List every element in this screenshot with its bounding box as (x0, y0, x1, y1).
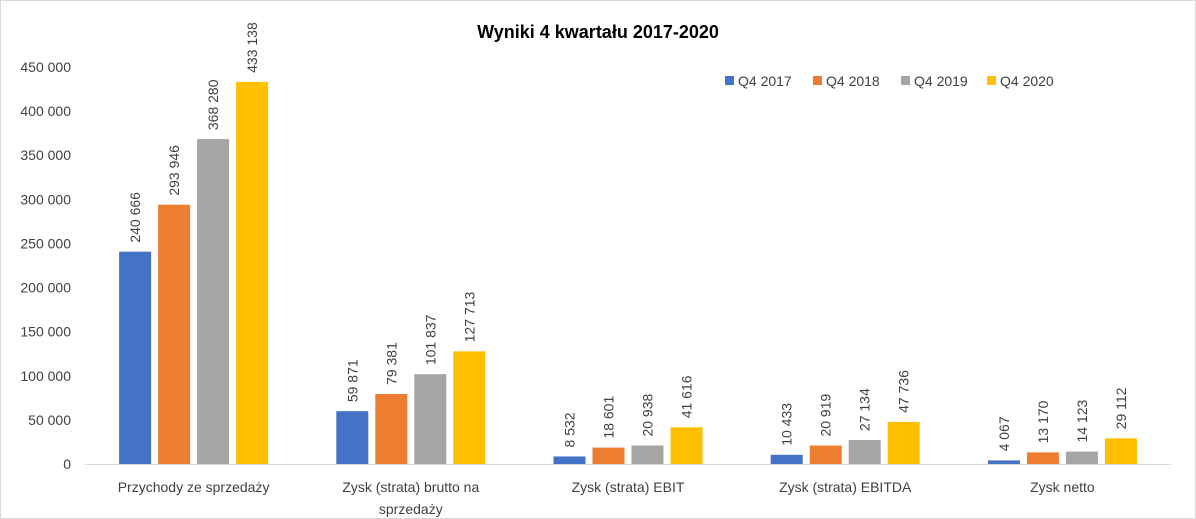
bar (1065, 451, 1098, 464)
data-label: 101 837 (422, 314, 438, 365)
y-tick-label: 300 000 (20, 191, 71, 207)
y-tick-label: 200 000 (20, 280, 71, 296)
data-label: 8 532 (562, 412, 578, 447)
y-tick-label: 450 000 (20, 59, 71, 75)
data-label: 433 138 (244, 22, 260, 73)
data-labels: 240 666 293 946 368 280 433 138 59 871 79 381… (127, 22, 1129, 451)
bar (375, 393, 408, 464)
category-label: Przychody ze sprzedaży (118, 479, 270, 495)
legend-label: Q4 2017 (738, 73, 792, 89)
bar (336, 411, 369, 464)
data-label: 41 616 (679, 375, 695, 418)
data-label: 240 666 (127, 192, 143, 243)
bar (592, 447, 625, 464)
bar (887, 421, 920, 464)
y-tick-label: 50 000 (28, 412, 71, 428)
bars (119, 81, 1137, 464)
data-label: 79 381 (383, 342, 399, 385)
bar (631, 445, 664, 464)
data-label: 47 736 (896, 370, 912, 413)
legend-label: Q4 2018 (826, 73, 880, 89)
data-label: 4 067 (996, 416, 1012, 451)
category-label: Zysk (strata) brutto na (342, 479, 479, 495)
y-tick-label: 400 000 (20, 103, 71, 119)
bar (119, 251, 152, 464)
legend-swatch (813, 76, 822, 85)
category-label: sprzedaży (379, 501, 443, 517)
bar (1104, 438, 1137, 464)
legend-label: Q4 2020 (1000, 73, 1054, 89)
data-label: 29 112 (1113, 387, 1129, 429)
data-label: 13 170 (1035, 400, 1051, 443)
bar (670, 427, 703, 464)
bar (1026, 452, 1059, 464)
bar (453, 351, 486, 464)
bar (553, 456, 586, 464)
legend-swatch (987, 76, 996, 85)
y-tick-label: 100 000 (20, 368, 71, 384)
category-label: Zysk (strata) EBITDA (779, 479, 912, 495)
bar (197, 139, 230, 464)
bar (809, 445, 842, 464)
y-tick-label: 0 (63, 456, 71, 472)
y-axis: 0 50 000 100 000 150 000 200 000 250 000 300 0… (20, 59, 71, 472)
legend: Q4 2017 Q4 2018 Q4 2019 Q4 2020 (725, 73, 1054, 89)
bar (848, 440, 881, 464)
bar (414, 374, 447, 464)
chart-title: Wyniki 4 kwartału 2017-2020 (477, 22, 719, 42)
x-axis: Przychody ze sprzedaży Zysk (strata) brut… (85, 464, 1171, 517)
data-label: 59 871 (344, 359, 360, 402)
bar (158, 204, 191, 464)
data-label: 20 919 (818, 394, 834, 437)
data-label: 368 280 (205, 79, 221, 130)
data-label: 18 601 (601, 396, 617, 439)
y-tick-label: 350 000 (20, 147, 71, 163)
legend-swatch (725, 76, 734, 85)
data-label: 293 946 (166, 145, 182, 196)
data-label: 20 938 (640, 393, 656, 436)
data-label: 27 134 (857, 388, 873, 431)
category-label: Zysk (strata) EBIT (572, 479, 685, 495)
data-label: 127 713 (461, 292, 477, 343)
legend-label: Q4 2019 (914, 73, 968, 89)
data-label: 10 433 (779, 403, 795, 446)
y-tick-label: 250 000 (20, 235, 71, 251)
bar (770, 454, 803, 464)
bar (236, 81, 269, 464)
y-tick-label: 150 000 (20, 324, 71, 340)
category-label: Zysk netto (1030, 479, 1095, 495)
bar (987, 460, 1020, 464)
data-label: 14 123 (1074, 400, 1090, 443)
legend-swatch (901, 76, 910, 85)
